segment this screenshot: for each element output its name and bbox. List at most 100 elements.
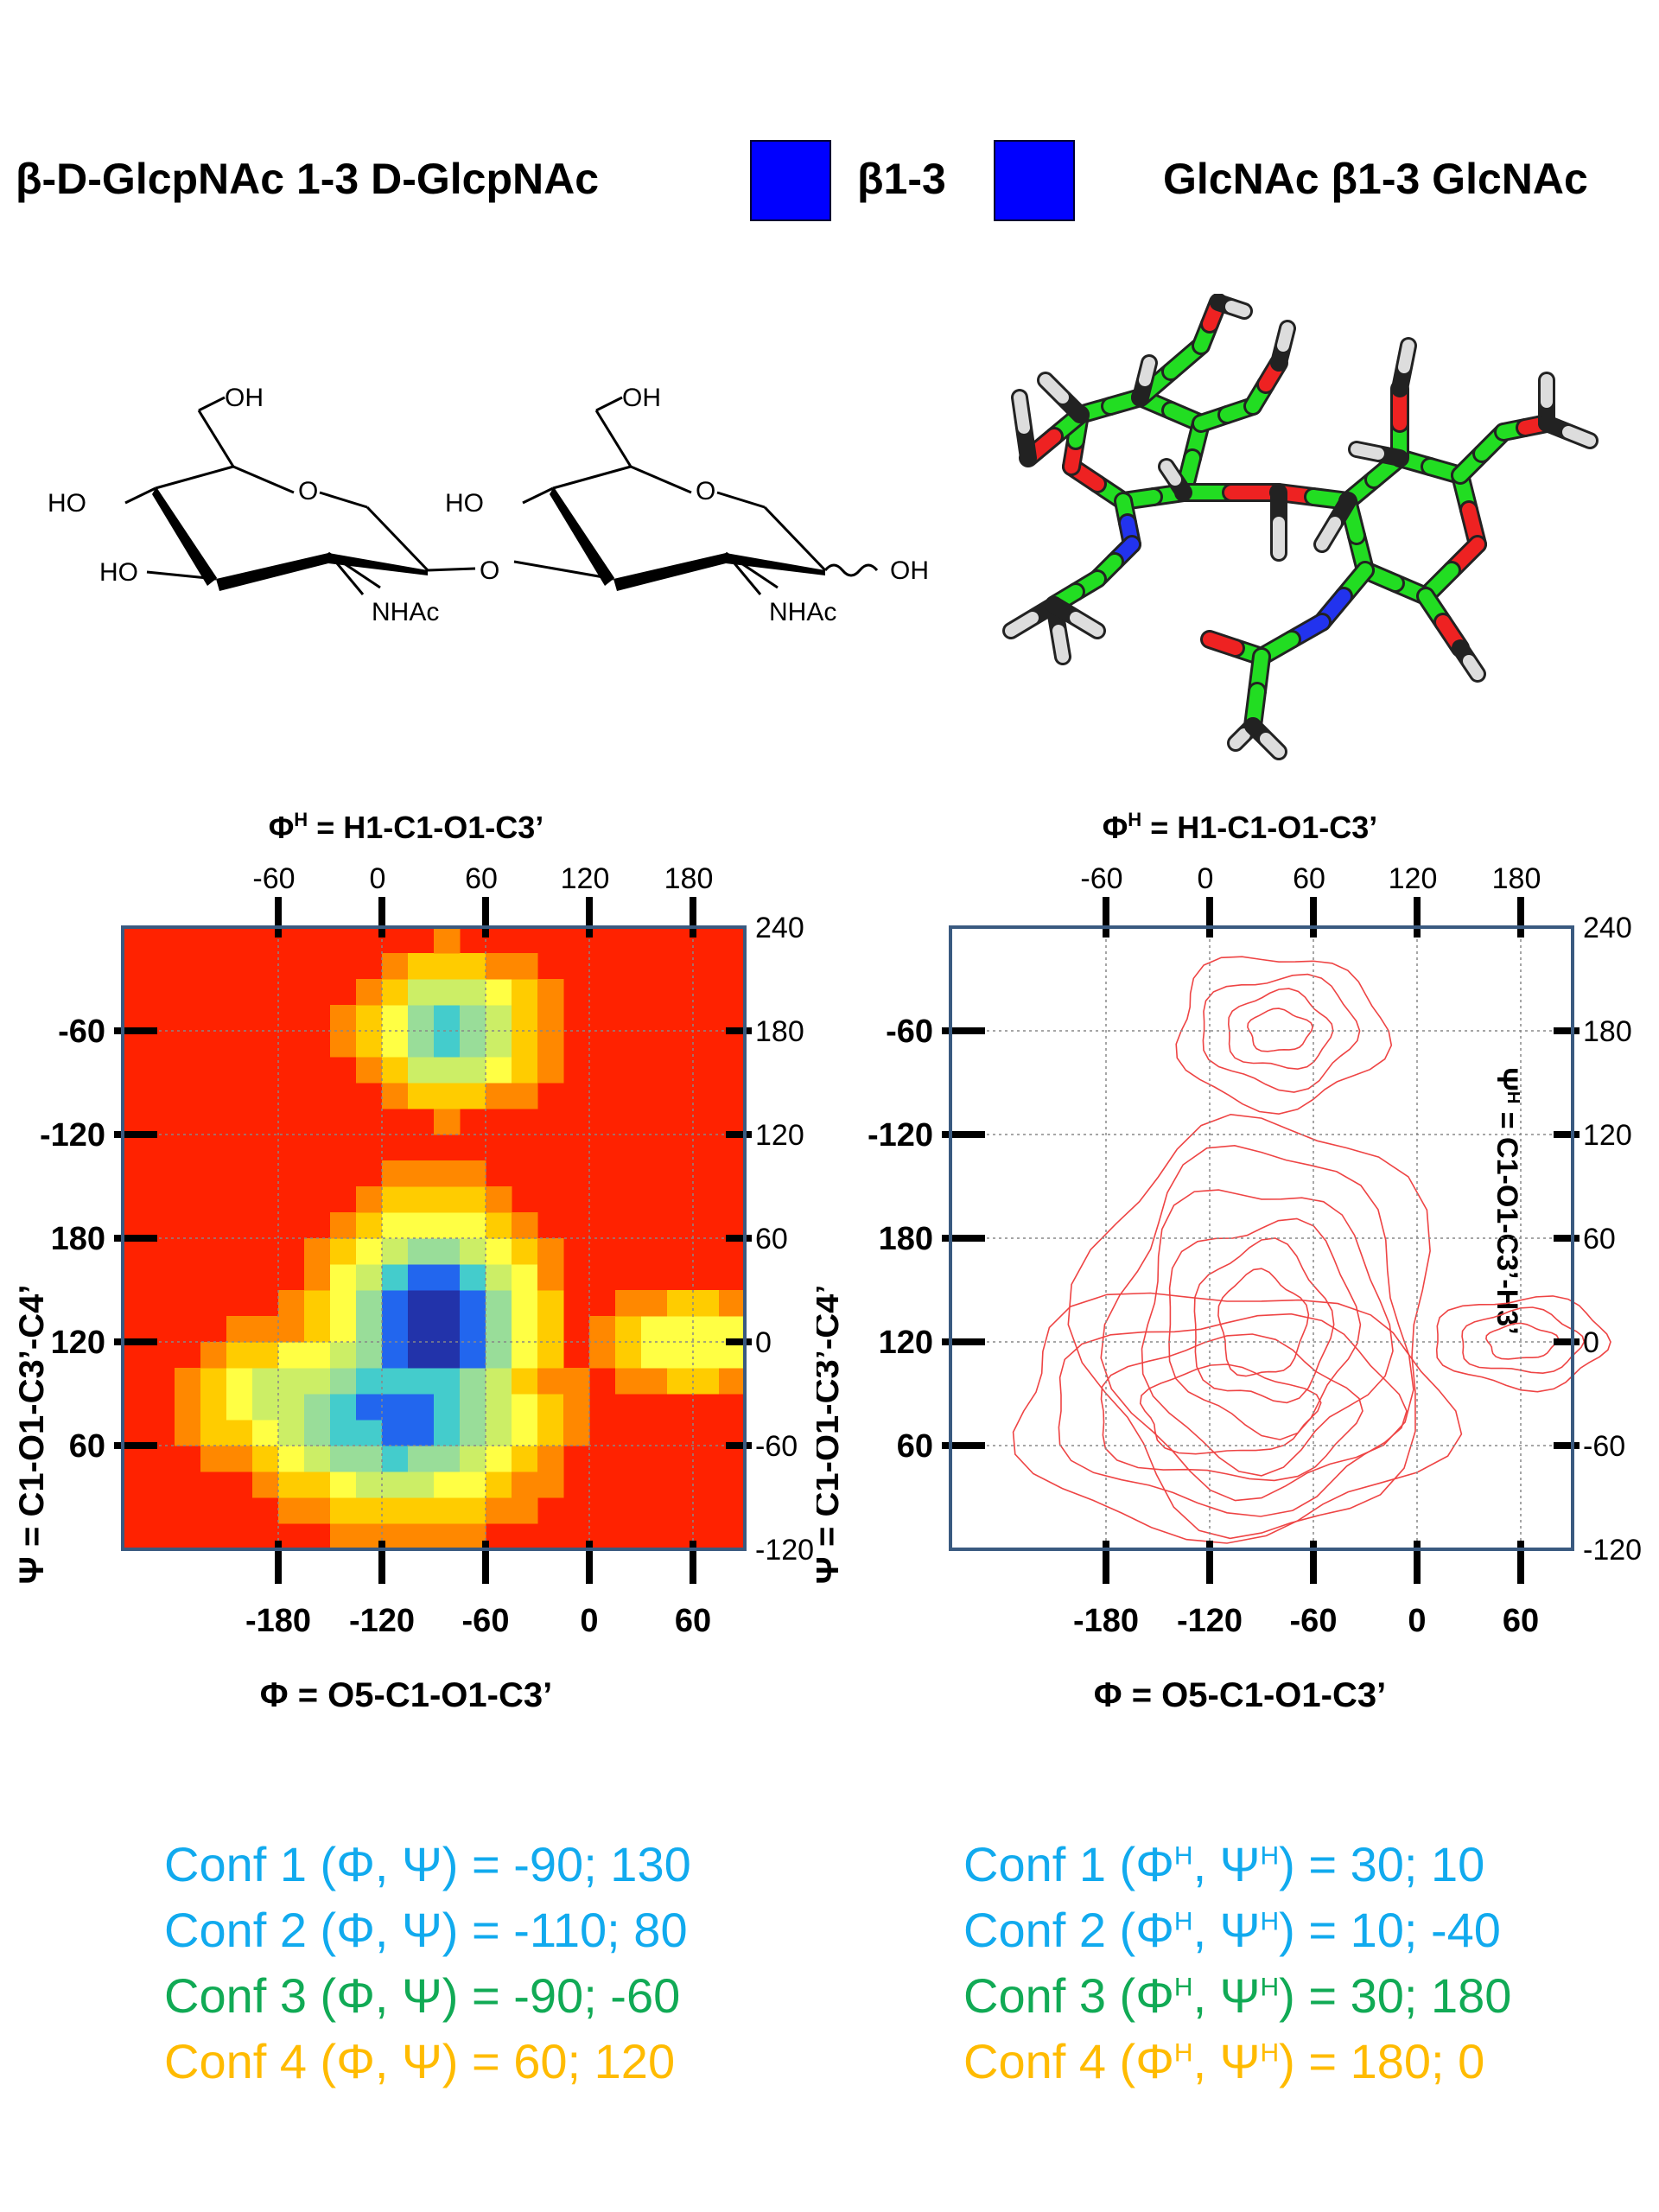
heatmap-cell [200, 1394, 227, 1421]
heatmap-cell [512, 1290, 538, 1317]
heatmap-cell [434, 1523, 461, 1550]
heatmap-cell [278, 1368, 305, 1395]
heatmap-cell [408, 1031, 435, 1058]
top-tick-label: 60 [1293, 862, 1325, 895]
heatmap-cell [719, 1290, 746, 1317]
heatmap-cell [382, 1160, 409, 1187]
heatmap-cell [252, 1394, 279, 1421]
heatmap-cell [460, 1316, 486, 1343]
heatmap-cell [226, 1342, 253, 1369]
heatmap-cell [434, 1160, 461, 1187]
heatmap-cell [460, 979, 486, 1006]
right-tick-label: 0 [1583, 1326, 1599, 1359]
heatmap-cell [486, 1446, 512, 1472]
bottom-axis-title: Φ = O5-C1-O1-C3’ [260, 1676, 552, 1714]
heatmap-cell [537, 1031, 564, 1058]
heatmap-cell [641, 1316, 668, 1343]
heatmap-cell [356, 1368, 383, 1395]
heatmap-cell [460, 1420, 486, 1446]
heatmap-cell [304, 1394, 331, 1421]
heatmap-cell [356, 1420, 383, 1446]
top-tick-label: 180 [1492, 862, 1541, 895]
heatmap-cell [356, 1031, 383, 1058]
contour-line [1435, 1295, 1611, 1393]
contour-line [1247, 1007, 1314, 1052]
heatmap-cell [356, 1212, 383, 1239]
heatmap-cell [537, 1368, 564, 1395]
heatmap-cell [434, 1264, 461, 1291]
right-tick-label: -120 [1583, 1534, 1642, 1567]
conf-right-3: Conf 3 (ΦH, ΨH) = 30; 180 [963, 1968, 1512, 2023]
heatmap-cell [382, 1212, 409, 1239]
hydrogen-stick [1351, 443, 1384, 460]
heatmap-cell [641, 1290, 668, 1317]
heatmap-cell [512, 1342, 538, 1369]
heatmap-cell [512, 1316, 538, 1343]
heatmap-cell [719, 1342, 746, 1369]
heatmap-cell [356, 1471, 383, 1498]
heatmap-cell [304, 1290, 331, 1317]
heatmap-cell [382, 979, 409, 1006]
heatmap-cell [226, 1316, 253, 1343]
conf-left-2: Conf 2 (Φ, Ψ) = -110; 80 [164, 1903, 688, 1957]
heatmap-cell [330, 1238, 357, 1265]
heatmap-cell [486, 1005, 512, 1032]
heatmap-cell [512, 1471, 538, 1498]
ho-label: HO [445, 489, 484, 518]
heatmap-cell [434, 1186, 461, 1213]
heatmap-cell [382, 1005, 409, 1032]
bottom-tick-label: -60 [1290, 1603, 1338, 1639]
heatmap-cell [382, 1368, 409, 1395]
heatmap-cell [537, 1446, 564, 1472]
top-tick-label: 0 [370, 862, 386, 895]
heatmap-cell [486, 1316, 512, 1343]
heatmap-cell [434, 1290, 461, 1317]
heatmap-cell [537, 979, 564, 1006]
heatmap-cell [200, 1446, 227, 1472]
heatmap-cell [408, 1057, 435, 1084]
heatmap-cell [330, 1342, 357, 1369]
heatmap-cell [434, 1394, 461, 1421]
heatmap-cell [356, 1316, 383, 1343]
contour-line [1217, 1268, 1310, 1377]
right-tick-label: 0 [755, 1326, 772, 1359]
heatmap-cell [486, 1471, 512, 1498]
top-tick-label: 60 [465, 862, 498, 895]
heatmap-cell [330, 1368, 357, 1395]
hydrogen-stick [1039, 374, 1069, 404]
heatmap-cell [434, 1497, 461, 1524]
heatmap-cell [512, 1057, 538, 1084]
heatmap-cell [460, 1342, 486, 1369]
heatmap-cell [486, 979, 512, 1006]
hydrogen-stick [1139, 357, 1155, 386]
heatmap-cell [537, 1238, 564, 1265]
heatmap-cell [408, 1186, 435, 1213]
heatmap-cell [175, 1394, 201, 1421]
heatmap-cell [486, 1497, 512, 1524]
heatmap-cell [200, 1368, 227, 1395]
heatmap-cell [434, 1057, 461, 1084]
top-axis-title: ΦH = H1-C1-O1-C3’ [1103, 809, 1378, 845]
heatmap-cell [408, 1316, 435, 1343]
ho-label: HO [48, 489, 86, 518]
left-tick-label: 60 [69, 1428, 105, 1465]
heatmap-cell [537, 1394, 564, 1421]
heatmap-cell [252, 1368, 279, 1395]
heatmap-cell [408, 1523, 435, 1550]
heatmap-cell [512, 1497, 538, 1524]
left-tick-label: 120 [51, 1325, 105, 1361]
heatmap-cell [382, 1290, 409, 1317]
structure-2d-diagram: OH HO O HO NHAc O OH HO O HO NHAc OH [48, 384, 929, 626]
heatmap-cell [356, 1186, 383, 1213]
heatmap-cell [330, 1394, 357, 1421]
hydrogen-stick [1463, 655, 1484, 680]
bottom-tick-label: -180 [1073, 1603, 1139, 1639]
heatmap-cell [408, 1212, 435, 1239]
heatmap-cell [408, 1264, 435, 1291]
heatmap-cell [486, 1290, 512, 1317]
heatmap-cell [408, 1394, 435, 1421]
axis-group: -180 -120 -60 0 60 -60 0 60 120 180 -60 -120 180 120 6… [40, 862, 814, 1639]
heatmap-cell [408, 1160, 435, 1187]
heatmap-cell [304, 1497, 331, 1524]
bottom-tick-label: 0 [580, 1603, 598, 1639]
